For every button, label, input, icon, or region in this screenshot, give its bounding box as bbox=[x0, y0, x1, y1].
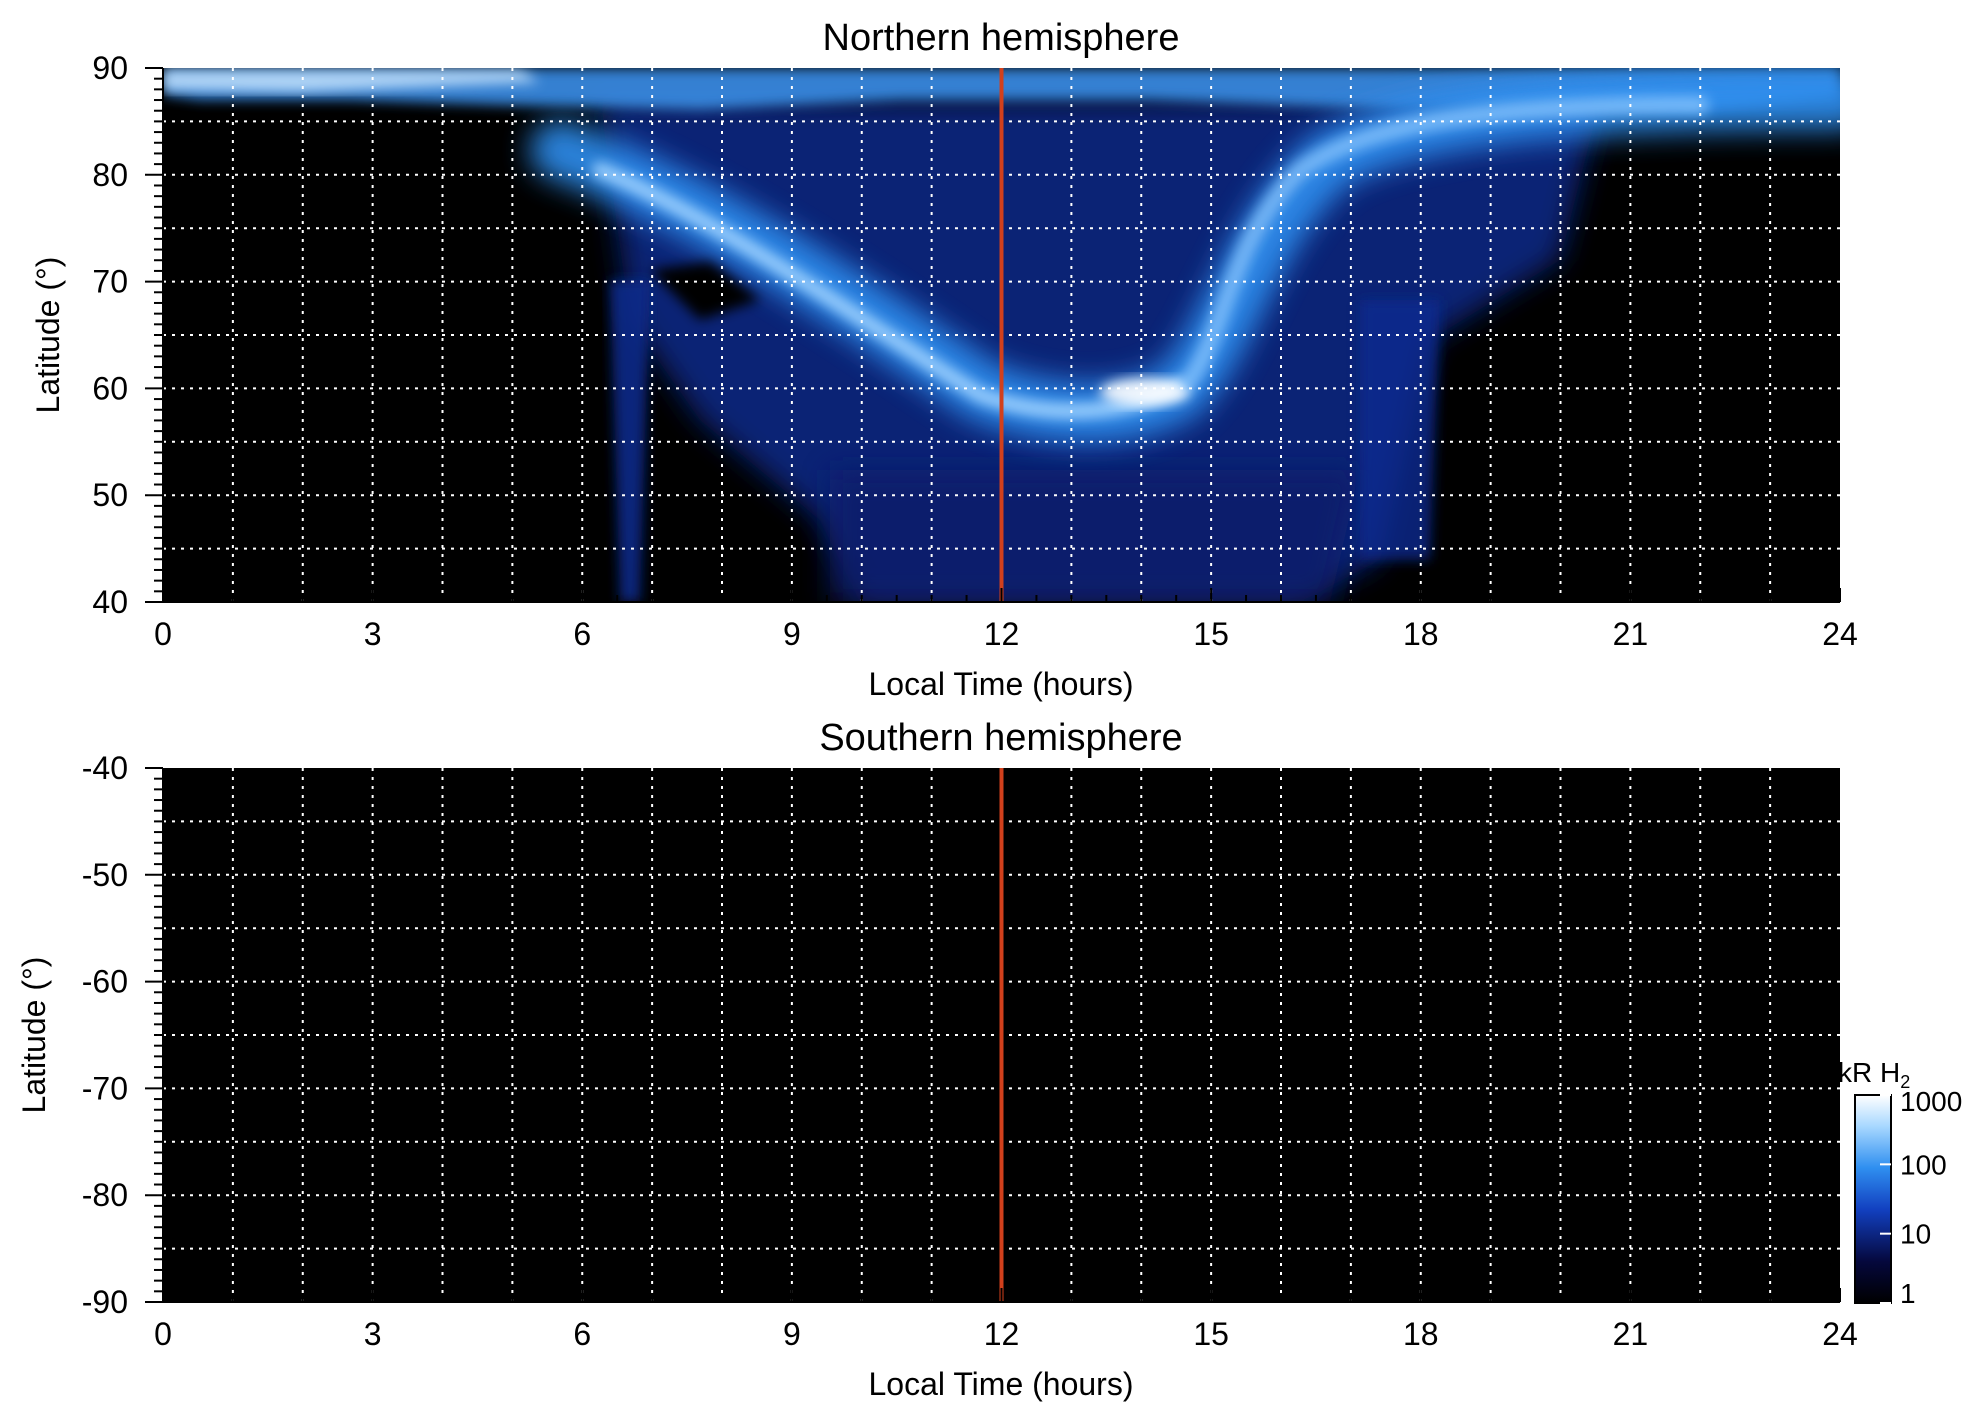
south-x-tick-label: 3 bbox=[364, 1316, 382, 1352]
south-panel-title: Southern hemisphere bbox=[819, 717, 1182, 759]
south-x-tick-label: 9 bbox=[783, 1316, 801, 1352]
south-x-tick-label: 6 bbox=[573, 1316, 591, 1352]
north-y-tick-label: 90 bbox=[92, 50, 128, 86]
south-x-tick-label: 18 bbox=[1403, 1316, 1439, 1352]
south-x-axis-label: Local Time (hours) bbox=[869, 1366, 1134, 1402]
north-x-tick-label: 6 bbox=[573, 616, 591, 652]
south-y-axis-label: Latitude (°) bbox=[16, 957, 52, 1114]
north-x-tick-label: 12 bbox=[984, 616, 1020, 652]
colorbar-scale bbox=[1854, 1094, 1892, 1304]
north-x-tick-label: 18 bbox=[1403, 616, 1439, 652]
north-x-axis-label: Local Time (hours) bbox=[869, 666, 1134, 702]
colorbar-ticks: 1 10 100 1000 bbox=[1880, 1086, 1962, 1309]
north-y-tick-label: 50 bbox=[92, 477, 128, 513]
north-dusk-streak bbox=[1360, 300, 1440, 560]
north-x-tick-label: 21 bbox=[1613, 616, 1649, 652]
north-x-tick-label: 15 bbox=[1193, 616, 1229, 652]
north-dusk-arc bbox=[1181, 96, 1709, 389]
south-x-tick-label: 0 bbox=[154, 1316, 172, 1352]
south-y-tick-label: -80 bbox=[82, 1177, 128, 1213]
south-y-tick-label: -60 bbox=[82, 964, 128, 1000]
north-polar-bright bbox=[163, 70, 540, 92]
north-auroral-core bbox=[592, 162, 1188, 419]
north-x-tick-label: 3 bbox=[364, 616, 382, 652]
north-x-tick-label: 24 bbox=[1822, 616, 1858, 652]
north-bright-spot bbox=[1100, 378, 1190, 406]
north-panel-title: Northern hemisphere bbox=[823, 17, 1180, 59]
south-x-tick-label: 15 bbox=[1193, 1316, 1229, 1352]
south-y-tick-label: -90 bbox=[82, 1284, 128, 1320]
north-axis-ticks: 0 3 6 9 12 15 18 21 24 40 50 60 70 80 90 bbox=[92, 50, 1857, 652]
south-x-tick-label: 21 bbox=[1613, 1316, 1649, 1352]
south-axis-ticks: 0 3 6 9 12 15 18 21 24 -40 -50 -60 -70 -80 -90 bbox=[82, 750, 1858, 1352]
north-x-tick-label: 9 bbox=[783, 616, 801, 652]
north-dark-gap bbox=[650, 262, 760, 320]
north-y-tick-label: 80 bbox=[92, 157, 128, 193]
north-y-tick-label: 60 bbox=[92, 370, 128, 406]
north-y-axis-label: Latitude (°) bbox=[30, 257, 66, 414]
colorbar-tick-label: 100 bbox=[1900, 1149, 1947, 1180]
north-lower-faint bbox=[830, 470, 1360, 602]
colorbar-tick-label: 1000 bbox=[1900, 1086, 1962, 1117]
south-x-tick-label: 24 bbox=[1822, 1316, 1858, 1352]
south-x-tick-label: 12 bbox=[984, 1316, 1020, 1352]
north-x-tick-label: 0 bbox=[154, 616, 172, 652]
colorbar-label: kR H2 bbox=[1838, 1057, 1910, 1092]
south-y-tick-label: -40 bbox=[82, 750, 128, 786]
north-y-tick-label: 70 bbox=[92, 264, 128, 300]
south-y-tick-label: -50 bbox=[82, 857, 128, 893]
colorbar-tick-label: 1 bbox=[1900, 1278, 1916, 1309]
north-y-tick-label: 40 bbox=[92, 584, 128, 620]
north-dawn-streak bbox=[610, 280, 650, 602]
south-y-tick-label: -70 bbox=[82, 1070, 128, 1106]
colorbar-tick-label: 10 bbox=[1900, 1219, 1931, 1250]
